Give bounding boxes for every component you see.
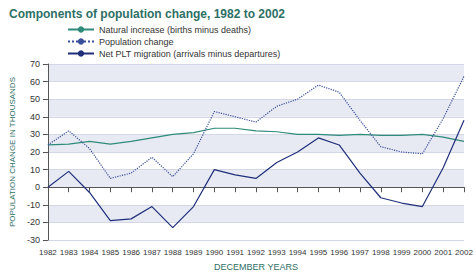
svg-text:20: 20 — [30, 147, 40, 157]
svg-text:40: 40 — [30, 112, 40, 122]
svg-text:-10: -10 — [27, 200, 40, 210]
svg-text:1989: 1989 — [185, 248, 203, 257]
svg-text:1986: 1986 — [122, 248, 140, 257]
svg-text:1988: 1988 — [164, 248, 182, 257]
svg-text:Net PLT migration (arrivals mi: Net PLT migration (arrivals minus depart… — [99, 49, 280, 59]
svg-text:1993: 1993 — [268, 248, 286, 257]
svg-text:1995: 1995 — [309, 248, 327, 257]
svg-text:1983: 1983 — [60, 248, 78, 257]
svg-text:1987: 1987 — [143, 248, 161, 257]
svg-text:1997: 1997 — [351, 248, 369, 257]
svg-text:1992: 1992 — [247, 248, 265, 257]
svg-text:1985: 1985 — [101, 248, 119, 257]
svg-text:1999: 1999 — [393, 248, 411, 257]
svg-text:1996: 1996 — [330, 248, 348, 257]
svg-text:-20: -20 — [27, 217, 40, 227]
svg-text:2000: 2000 — [413, 248, 431, 257]
svg-text:DECEMBER YEARS: DECEMBER YEARS — [214, 262, 298, 272]
svg-text:Natural increase (births minus: Natural increase (births minus deaths) — [99, 25, 251, 35]
svg-text:-30: -30 — [27, 235, 40, 245]
svg-text:1990: 1990 — [205, 248, 223, 257]
svg-text:10: 10 — [30, 165, 40, 175]
svg-text:POPULATION CHANGE IN THOUSANDS: POPULATION CHANGE IN THOUSANDS — [8, 77, 17, 227]
svg-text:2002: 2002 — [455, 248, 473, 257]
svg-text:Components of population chang: Components of population change, 1982 to… — [9, 7, 285, 21]
svg-text:0: 0 — [35, 182, 40, 192]
svg-text:60: 60 — [30, 77, 40, 87]
svg-text:Population change: Population change — [99, 37, 174, 47]
svg-text:50: 50 — [30, 94, 40, 104]
svg-text:1991: 1991 — [226, 248, 244, 257]
svg-text:1982: 1982 — [39, 248, 57, 257]
svg-text:1984: 1984 — [81, 248, 99, 257]
svg-text:70: 70 — [30, 59, 40, 69]
svg-text:2001: 2001 — [434, 248, 452, 257]
svg-text:1994: 1994 — [289, 248, 307, 257]
svg-text:1998: 1998 — [372, 248, 390, 257]
svg-text:30: 30 — [30, 129, 40, 139]
